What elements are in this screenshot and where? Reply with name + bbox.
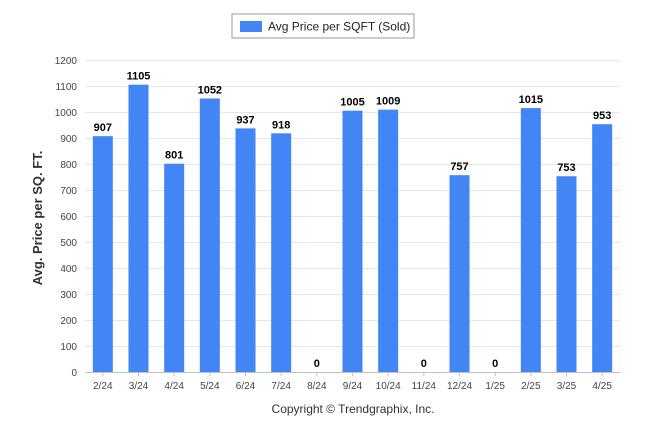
bar[interactable] <box>164 163 185 372</box>
x-tick-label: 2/25 <box>521 381 541 392</box>
x-tick-label: 10/24 <box>376 381 401 392</box>
bar-value-label: 757 <box>450 161 468 173</box>
x-tick-label: 9/24 <box>343 381 363 392</box>
y-tick-label: 0 <box>71 368 77 379</box>
bar-value-label: 753 <box>557 162 575 174</box>
bar-value-label: 1009 <box>376 96 400 108</box>
x-tick-label: 3/24 <box>129 381 149 392</box>
bar[interactable] <box>592 124 613 372</box>
y-tick-label: 1200 <box>55 56 78 67</box>
x-tick-label: 6/24 <box>236 381 256 392</box>
y-tick-label: 500 <box>60 238 77 249</box>
legend-label: Avg Price per SQFT (Sold) <box>268 20 410 34</box>
bar-value-label: 0 <box>314 358 320 370</box>
x-axis-ticks: 2/24 3/24 4/24 5/24 6/24 7/24 8/24 9/24 10/24 11/… <box>93 372 612 392</box>
y-tick-label: 1000 <box>55 108 78 119</box>
bar[interactable] <box>449 175 470 372</box>
x-tick-label: 2/24 <box>93 381 113 392</box>
data-labels: 907 1105 801 1052 937 918 0 1005 1009 0 757 0 1015 75… <box>94 71 612 370</box>
bar-value-label: 0 <box>421 358 427 370</box>
bar[interactable] <box>235 128 256 372</box>
y-tick-label: 900 <box>60 134 77 145</box>
bars <box>92 84 613 372</box>
bar[interactable] <box>92 136 113 372</box>
bar-value-label: 953 <box>593 110 611 122</box>
y-tick-label: 300 <box>60 290 77 301</box>
y-tick-label: 700 <box>60 186 77 197</box>
x-tick-label: 4/24 <box>164 381 184 392</box>
bar[interactable] <box>199 98 220 372</box>
bar-value-label: 1005 <box>340 97 364 109</box>
x-tick-label: 1/25 <box>485 381 505 392</box>
y-tick-label: 100 <box>60 342 77 353</box>
bar-value-label: 1105 <box>127 71 151 83</box>
bar-value-label: 1015 <box>519 94 543 106</box>
bar[interactable] <box>556 176 577 372</box>
y-tick-label: 1100 <box>55 82 77 93</box>
bar-value-label: 801 <box>165 150 183 162</box>
bar[interactable] <box>342 110 363 372</box>
x-tick-label: 7/24 <box>271 381 291 392</box>
y-axis-ticks: 0 100 200 300 400 500 600 700 800 900 1000 1100 1200 <box>55 56 78 379</box>
bar[interactable] <box>271 133 292 372</box>
y-tick-label: 400 <box>60 264 77 275</box>
bar-value-label: 918 <box>272 119 290 131</box>
y-tick-label: 800 <box>60 160 77 171</box>
bar-value-label: 0 <box>492 358 498 370</box>
bar[interactable] <box>128 84 149 372</box>
x-tick-label: 5/24 <box>200 381 220 392</box>
legend-swatch <box>240 21 262 32</box>
x-tick-label: 11/24 <box>412 381 437 392</box>
bar-value-label: 1052 <box>198 84 222 96</box>
x-tick-label: 3/25 <box>557 381 577 392</box>
bar[interactable] <box>520 108 541 372</box>
bar[interactable] <box>378 109 399 372</box>
x-tick-label: 12/24 <box>447 381 472 392</box>
y-tick-label: 200 <box>60 316 77 327</box>
bar-value-label: 907 <box>94 122 112 134</box>
bar-value-label: 937 <box>236 114 254 126</box>
legend[interactable]: Avg Price per SQFT (Sold) <box>231 13 418 42</box>
legend-box <box>231 13 415 39</box>
x-tick-label: 8/24 <box>307 381 327 392</box>
y-tick-label: 600 <box>60 212 77 223</box>
x-tick-label: 4/25 <box>592 381 612 392</box>
copyright-text: Copyright © Trendgraphix, Inc. <box>272 402 435 416</box>
y-axis-title: Avg. Price per SQ. FT. <box>30 151 45 286</box>
